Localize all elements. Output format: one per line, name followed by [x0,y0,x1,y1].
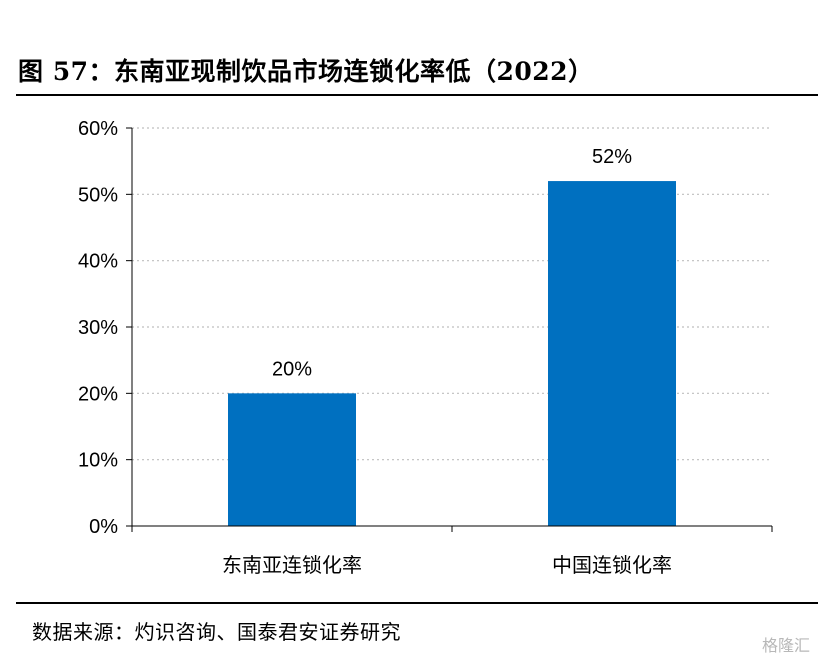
axes [126,127,773,532]
top-rule [16,94,818,96]
bottom-rule [16,602,818,604]
bar [228,393,356,526]
watermark-logo: 格隆汇 [761,636,810,655]
figure-title: 图 57：东南亚现制饮品市场连锁化率低（2022） [18,57,594,86]
y-tick-label: 40% [78,251,118,273]
data-label: 20% [272,358,312,380]
source-note: 数据来源：灼识咨询、国泰君安证券研究 [32,620,401,644]
x-category-label: 东南亚连锁化率 [222,553,362,577]
labels: 0% 10% 20% 30% 40% 50% 60% 20% 东南亚连锁化率 52% 中国连锁化率 [78,118,672,577]
y-tick-label: 20% [78,383,118,405]
x-category-label: 中国连锁化率 [552,553,672,577]
y-tick-label: 50% [78,184,118,206]
data-label: 52% [592,146,632,168]
bars [228,181,676,527]
y-tick-label: 10% [78,450,118,472]
y-tick-label: 30% [78,317,118,339]
y-tick-label: 60% [78,118,118,140]
y-tick-label: 0% [89,516,118,538]
bar-chart: 0% 10% 20% 30% 40% 50% 60% 20% 东南亚连锁化率 52% 中国连锁化率 [78,118,773,577]
bar [548,181,676,527]
